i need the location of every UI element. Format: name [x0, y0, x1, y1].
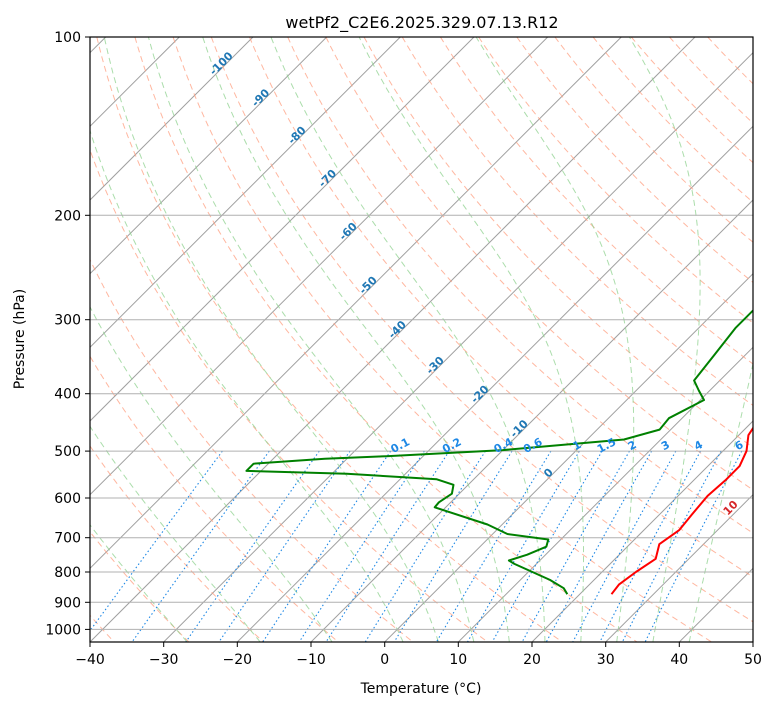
profile-lines	[245, 309, 753, 595]
isotherm-line	[457, 346, 753, 642]
moist-adiabat-line	[90, 128, 404, 642]
dry-adiabat-line	[249, 37, 753, 578]
dry-adiabat-line	[439, 37, 753, 365]
background-lines	[90, 37, 753, 642]
isotherm-line	[90, 37, 475, 422]
y-axis-title: Pressure (hPa)	[12, 289, 28, 389]
mixing-ratio-line	[521, 450, 630, 642]
mixing-ratio-line	[90, 450, 223, 632]
y-tick-label: 300	[54, 313, 81, 329]
isotherm-line	[236, 125, 753, 642]
y-tick-label: 1000	[45, 622, 81, 638]
moist-adiabat-line	[90, 425, 261, 642]
x-tick-label: 50	[744, 652, 762, 668]
mixing-ratio-line	[644, 450, 743, 642]
y-axis: 100 200 300 400 500 600 700 800 900 1000	[45, 30, 90, 638]
plot-frame	[89, 36, 754, 643]
mixing-ratio-line	[621, 450, 722, 642]
x-tick-label: 40	[670, 652, 688, 668]
mixing-ratio-line	[545, 450, 653, 642]
isotherm-line	[384, 272, 753, 642]
isotherm-line	[163, 51, 753, 642]
chart-title: wetPf2_C2E6.2025.329.07.13.R12	[285, 13, 558, 33]
dry-adiabat-line	[90, 355, 339, 642]
dry-adiabat-line	[363, 37, 753, 448]
x-tick-label: −10	[296, 652, 326, 668]
y-tick-label: 700	[54, 531, 81, 547]
mixing-ratio-line	[393, 450, 513, 642]
dry-adiabat-line	[401, 37, 753, 406]
dewpoint-profile-line	[245, 309, 753, 595]
moist-adiabat-line	[270, 37, 546, 642]
mixing-ratio-line	[262, 450, 392, 642]
moist-adiabat-line	[475, 37, 635, 642]
dry-adiabat-line	[172, 37, 712, 642]
moist-adiabat-line	[147, 37, 475, 642]
isotherm-line	[531, 420, 753, 642]
y-tick-label: 900	[54, 595, 81, 611]
moist-adiabat-line	[688, 361, 753, 642]
y-tick-label: 800	[54, 565, 81, 581]
mixing-ratio-line	[185, 450, 320, 642]
mixing-ratio-line	[491, 450, 603, 642]
dry-adiabat-line	[554, 37, 753, 243]
y-tick-label: 400	[54, 387, 81, 403]
mixing-ratio-line	[298, 450, 425, 642]
y-tick-label: 200	[54, 208, 81, 224]
dry-adiabat-line	[592, 37, 753, 203]
dry-adiabat-line	[134, 37, 638, 642]
moist-adiabat-line	[90, 305, 333, 642]
isotherm-line	[90, 37, 549, 496]
mixing-ratio-line	[218, 450, 351, 642]
x-tick-label: 10	[449, 652, 467, 668]
isotherm-line	[90, 37, 696, 642]
y-tick-label: 100	[54, 30, 81, 46]
temperature-profile-line	[610, 426, 753, 595]
mixing-ratio-line	[599, 450, 701, 642]
isotherm-line	[605, 493, 753, 642]
dry-adiabat-line	[90, 445, 264, 642]
y-tick-label: 500	[54, 444, 81, 460]
x-axis: −40 −30 −20 −10 0 10 20 30 40 50	[75, 642, 762, 668]
dry-adiabat-line	[287, 37, 753, 534]
isotherm-line	[90, 37, 622, 570]
moist-adiabat-line	[202, 37, 510, 642]
dry-adiabat-line	[90, 258, 414, 642]
dry-adiabat-line	[210, 37, 753, 623]
x-tick-label: 0	[380, 652, 389, 668]
x-tick-label: −20	[223, 652, 253, 668]
dry-adiabat-line	[96, 37, 563, 642]
isotherm-line	[90, 37, 254, 201]
pressure-gridlines	[90, 37, 753, 630]
x-axis-title: Temperature (°C)	[360, 681, 482, 697]
x-tick-label: −40	[75, 652, 105, 668]
y-tick-label: 600	[54, 491, 81, 507]
dry-adiabat-line	[325, 37, 753, 491]
x-tick-label: 20	[523, 652, 541, 668]
isotherm-line	[310, 199, 753, 642]
moist-adiabat-line	[628, 37, 701, 642]
mixing-ratio-line	[572, 450, 677, 642]
x-tick-label: 30	[597, 652, 615, 668]
x-tick-label: −30	[149, 652, 179, 668]
isotherm-line	[90, 37, 328, 275]
